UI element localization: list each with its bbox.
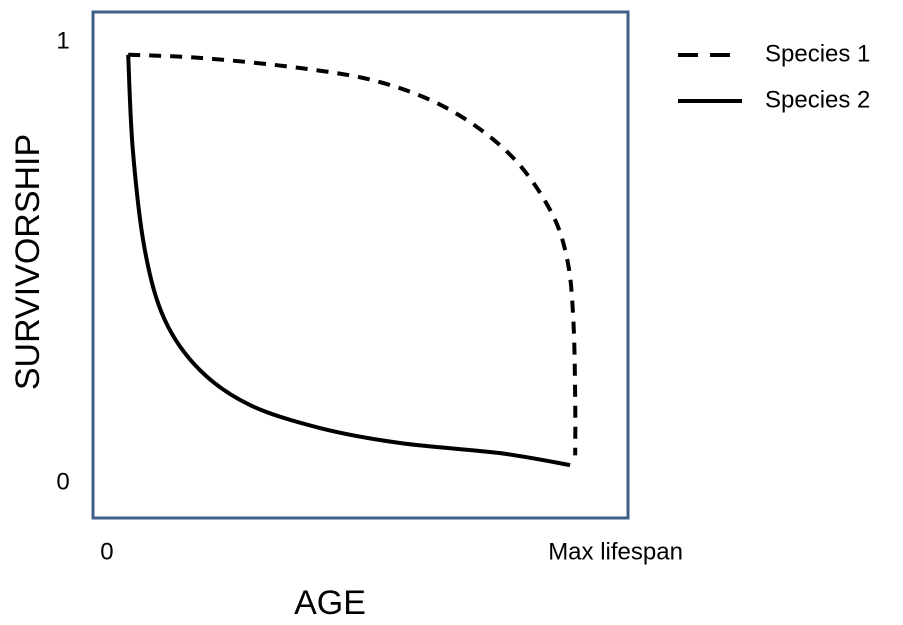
y-axis-title: SURVIVORSHIP [9, 134, 47, 390]
x-axis-title: AGE [294, 584, 366, 622]
plot-frame [91, 10, 630, 520]
x-tick-label: Max lifespan [548, 538, 683, 565]
x-tick-label: 0 [100, 538, 113, 565]
line [128, 52, 578, 456]
y-tick-label: 0 [56, 468, 69, 495]
legend-text: Species 2 [765, 86, 870, 113]
line [126, 54, 571, 468]
legend-text: Species 1 [765, 40, 870, 67]
y-tick-label: 1 [56, 27, 69, 54]
